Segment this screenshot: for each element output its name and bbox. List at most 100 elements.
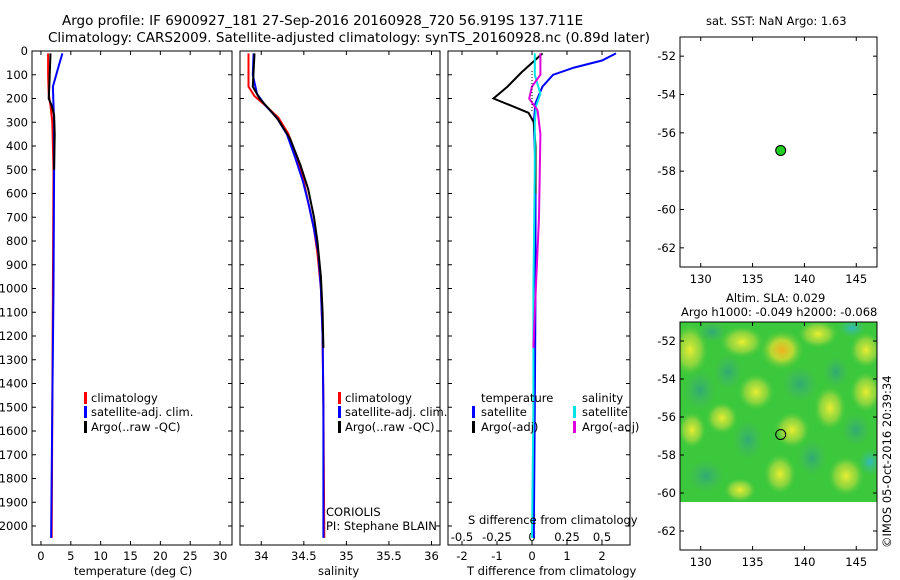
- legend-label-argo: Argo(..raw -QC): [345, 420, 435, 434]
- legend-label-argo: Argo(..raw -QC): [91, 420, 181, 434]
- xtick-label: 2: [598, 549, 605, 563]
- argo-position-marker: [775, 428, 787, 440]
- salinity-panel: 34 34.5 35 35.5 36 salinity climatology sate…: [239, 50, 447, 578]
- xtick-label: 36: [424, 549, 439, 563]
- temperature-legend: climatology satellite-adj. clim. Argo(..…: [84, 391, 193, 434]
- legend-title-salinity: salinity: [582, 391, 623, 405]
- ytick-label: -52: [657, 49, 676, 63]
- legend-label-temp-satellite: satellite: [481, 405, 527, 419]
- imos-credit: ©IMOS 05-Oct-2016 20:39:34: [880, 375, 894, 548]
- legend-label-sal-satellite: satellite: [582, 405, 628, 419]
- xtick-label: 0: [37, 549, 44, 563]
- sla-ticks: -52 -54 -56 -58 -60 -62 130 135 140 145: [657, 322, 877, 569]
- ytick-label: -56: [657, 126, 676, 140]
- ytick-label: 1400: [0, 377, 28, 391]
- ytick-label: 1700: [0, 448, 28, 462]
- xtick-label: 140: [793, 555, 815, 569]
- temperature-ticks: 0100200300400500600700800900100011001200…: [0, 44, 232, 563]
- sst-marks: [775, 144, 787, 156]
- salinity-axes-frame: [239, 50, 441, 546]
- ytick-label: 800: [6, 234, 28, 248]
- ytick-label: 1300: [0, 353, 28, 367]
- legend-title-temperature: temperature: [481, 391, 553, 405]
- sla-marks: [775, 428, 787, 440]
- legend-swatch-temp-argo: [472, 421, 475, 433]
- legend-swatch-argo: [338, 421, 341, 433]
- difference-xlabel-temperature: T difference from climatology: [466, 564, 637, 578]
- xtick-label: 135: [742, 272, 764, 286]
- ytick-label: 1800: [0, 472, 28, 486]
- xtick-label: 1: [563, 549, 570, 563]
- sla-title-line1: Altim. SLA: 0.029: [726, 291, 825, 305]
- source-annotation-line1: CORIOLIS: [326, 505, 381, 519]
- legend-swatch-satellite: [338, 406, 341, 418]
- header-title-line2: Climatology: CARS2009. Satellite-adjuste…: [48, 30, 650, 46]
- salinity-profiles: [247, 53, 326, 538]
- ytick-label: -52: [657, 334, 676, 348]
- ytick-label: -62: [657, 241, 676, 255]
- legend-swatch-temp-satellite: [472, 406, 475, 418]
- legend-label-sal-argo: Argo(-adj): [582, 420, 639, 434]
- ytick-label: 300: [6, 115, 28, 129]
- sla-title-line2: Argo h1000: -0.049 h2000: -0.068: [681, 305, 877, 319]
- legend-swatch-satellite: [84, 406, 87, 418]
- ytick-label: -54: [657, 372, 676, 386]
- xtick2-label: 0.5: [593, 530, 611, 544]
- temperature-axes-frame: [31, 50, 233, 546]
- ytick-label: 2000: [0, 519, 28, 533]
- legend-swatch-sal-argo: [573, 421, 576, 433]
- series-line: [47, 53, 56, 170]
- difference-profiles: [491, 52, 617, 538]
- ytick-label: 200: [6, 92, 28, 106]
- ytick-label: 100: [6, 68, 28, 82]
- ytick-label: 1500: [0, 400, 28, 414]
- series-line: [247, 53, 326, 538]
- xtick-label: 34.5: [291, 549, 317, 563]
- xtick-label: 20: [153, 549, 168, 563]
- sla-heatmap-blobs: [680, 322, 877, 502]
- xtick-label: 10: [93, 549, 108, 563]
- ytick-label: 1000: [0, 282, 28, 296]
- ytick-label: -56: [657, 410, 676, 424]
- source-annotation-line2: PI: Stephane BLAIN: [326, 519, 437, 533]
- legend-label-climatology: climatology: [345, 391, 412, 405]
- xtick-label: 135: [742, 555, 764, 569]
- xtick-label: 15: [123, 549, 138, 563]
- xtick-label: 145: [845, 272, 867, 286]
- xtick-label: 35: [339, 549, 354, 563]
- xtick2-label: 0.25: [554, 530, 580, 544]
- legend-swatch-argo: [84, 421, 87, 433]
- ytick-label: -60: [657, 486, 676, 500]
- xtick-label: 0: [528, 549, 535, 563]
- ytick-label: 900: [6, 258, 28, 272]
- xtick-label: -2: [456, 549, 467, 563]
- ytick-label: 0: [21, 44, 28, 58]
- xtick-label: 30: [213, 549, 228, 563]
- header-title-line1: Argo profile: IF 6900927_181 27-Sep-2016…: [62, 13, 583, 29]
- ytick-label: -58: [657, 448, 676, 462]
- ytick-label: 1200: [0, 329, 28, 343]
- sst-ticks: -52 -54 -56 -58 -60 -62 130 135 140 145: [657, 37, 877, 286]
- ytick-label: -62: [657, 524, 676, 538]
- salinity-xlabel: salinity: [318, 564, 359, 578]
- ytick-label: 700: [6, 210, 28, 224]
- legend-label-satellite: satellite-adj. clim.: [345, 405, 447, 419]
- legend-label-satellite: satellite-adj. clim.: [91, 405, 193, 419]
- salinity-legend: climatology satellite-adj. clim. Argo(..…: [338, 391, 447, 434]
- sst-title: sat. SST: NaN Argo: 1.63: [706, 14, 847, 28]
- xtick-label: 35.5: [376, 549, 402, 563]
- xtick-label: 25: [183, 549, 198, 563]
- xtick-label: -1: [491, 549, 502, 563]
- ytick-label: -54: [657, 88, 676, 102]
- ytick-label: 1600: [0, 424, 28, 438]
- ytick-label: 1100: [0, 305, 28, 319]
- legend-swatch-sal-satellite: [573, 406, 576, 418]
- xtick-label: 140: [793, 272, 815, 286]
- ytick-label: 1900: [0, 495, 28, 509]
- argo-position-marker: [775, 144, 787, 156]
- sla-panel: Altim. SLA: 0.029 Argo h1000: -0.049 h20…: [657, 291, 894, 569]
- series-line: [251, 53, 325, 538]
- xtick-label: 145: [845, 555, 867, 569]
- legend-swatch-climatology: [338, 392, 341, 404]
- ytick-label: 600: [6, 187, 28, 201]
